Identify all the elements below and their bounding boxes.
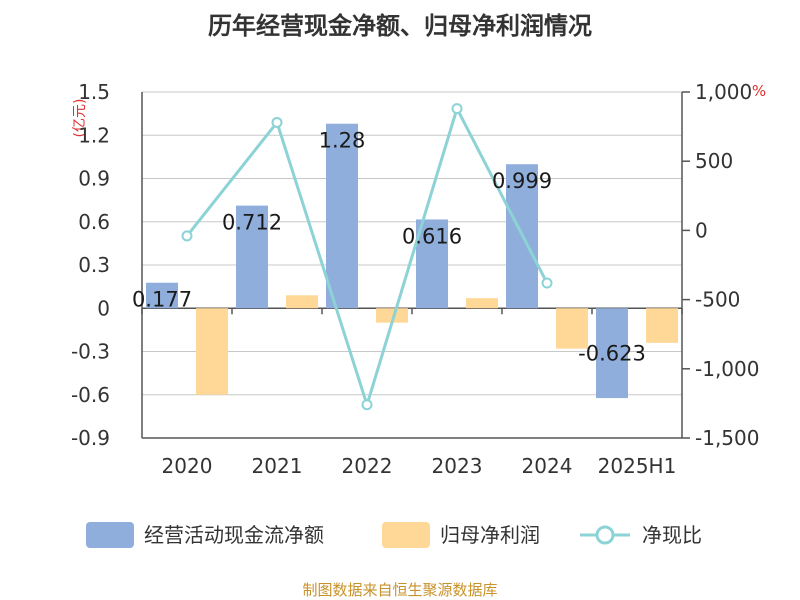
legend-label-netprofit: 归母净利润 [440,523,540,547]
legend: 经营活动现金流净额 归母净利润 净现比 [86,522,702,548]
legend-marker-ratio [595,525,615,545]
line-series [181,103,553,411]
legend-item-ratio[interactable]: 净现比 [580,523,702,547]
legend-item-cashflow[interactable]: 经营活动现金流净额 [86,522,324,548]
legend-label-ratio: 净现比 [642,523,702,547]
bar-cashflow [146,282,178,309]
bar-netprofit [556,308,588,349]
x-tick-label: 2025H1 [598,454,677,478]
y-right-tick-label: 500 [695,149,733,173]
bar-netprofit [196,308,228,395]
axes: -0.9 -0.6 -0.3 0 0.3 0.6 0.9 1.2 1.5 -1,500 -1,000… [71,80,760,478]
bar-value-label: 0.712 [222,211,282,235]
bar-value-label: 0.177 [132,288,192,312]
y-left-tick-label: 0 [97,296,110,320]
ratio-point [451,103,463,115]
y-right-tick-label: 0 [695,218,708,242]
data-labels: 0.177 0.712 1.28 0.616 0.999 -0.623 [132,129,646,366]
bar-netprofit [286,295,318,309]
y-left-tick-label: -0.6 [71,383,110,407]
bar-cashflow [236,205,268,309]
legend-swatch-cashflow [86,522,134,548]
ratio-point [181,230,193,242]
x-tick-label: 2022 [342,454,393,478]
ratio-point [541,277,553,289]
bar-netprofit [466,298,498,309]
bar-netprofit [376,308,408,323]
right-axis-unit: % [752,82,766,100]
legend-swatch-netprofit [382,522,430,548]
y-left-tick-label: 0.9 [78,167,110,191]
bar-value-label: 0.616 [402,224,462,248]
left-axis-unit: (亿元) [72,99,88,138]
ratio-point [271,116,283,128]
y-left-tick-label: 0.3 [78,253,110,277]
bar-cashflow [326,123,358,309]
y-left-tick-label: -0.3 [71,340,110,364]
y-left-tick-label: 0.6 [78,210,110,234]
x-tick-label: 2023 [432,454,483,478]
bar-series [146,123,678,399]
y-right-tick-label: -1,000 [695,357,759,381]
x-tick-label: 2021 [252,454,303,478]
y-left-tick-label: -0.9 [71,426,110,450]
legend-label-cashflow: 经营活动现金流净额 [144,523,324,547]
x-tick-label: 2020 [162,454,213,478]
bar-value-label: -0.623 [578,341,646,365]
bar-netprofit [646,308,678,343]
legend-item-netprofit[interactable]: 归母净利润 [382,522,540,548]
bar-cashflow [416,219,448,309]
y-right-tick-label: -500 [695,288,740,312]
chart-title: 历年经营现金净额、归母净利润情况 [208,12,592,40]
bar-value-label: 0.999 [492,169,552,193]
x-tick-label: 2024 [522,454,573,478]
y-right-tick-label: 1,000 [695,80,752,104]
y-right-tick-label: -1,500 [695,426,759,450]
ratio-point [361,399,373,411]
y-left-tick-label: 1.5 [78,80,110,104]
bar-cashflow [596,308,628,399]
source-note: 制图数据来自恒生聚源数据库 [302,581,497,599]
bar-value-label: 1.28 [319,129,366,153]
y-left-tick-label: 1.2 [78,123,110,147]
